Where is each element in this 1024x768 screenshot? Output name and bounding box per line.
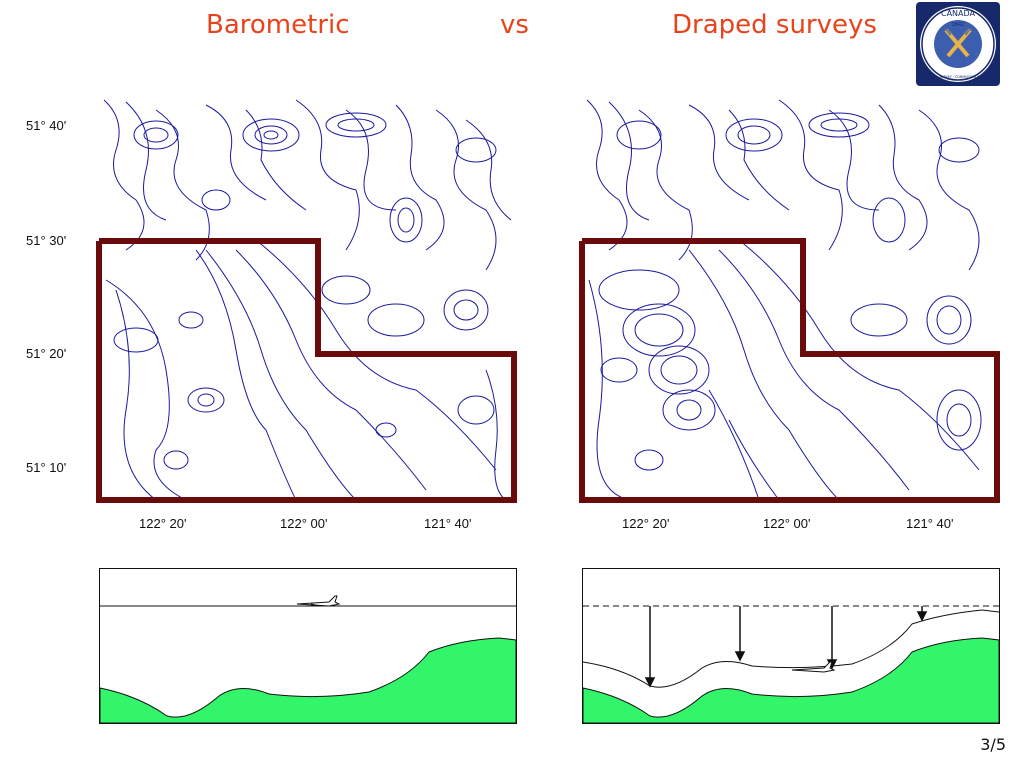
map-draped xyxy=(579,90,1001,506)
x-tick-right-1: 122° 20' xyxy=(622,516,670,531)
contour-map-barometric xyxy=(96,99,517,503)
logo-year: 1842 xyxy=(952,22,965,28)
aircraft-icon-draped xyxy=(791,661,836,673)
title-vs: vs xyxy=(500,10,529,40)
title-barometric: Barometric xyxy=(206,10,350,40)
y-tick-4: 51° 10' xyxy=(26,460,67,475)
y-tick-1: 51° 40' xyxy=(26,118,67,133)
x-tick-left-3: 121° 40' xyxy=(424,516,472,531)
profile-barometric xyxy=(99,568,517,724)
contour-map-draped xyxy=(579,99,1000,503)
y-tick-3: 51° 20' xyxy=(26,346,67,361)
x-tick-right-2: 122° 00' xyxy=(763,516,811,531)
drape-arrows xyxy=(644,606,928,688)
page-number: 3/5 xyxy=(980,735,1006,754)
terrain xyxy=(99,637,517,724)
y-tick-2: 51° 30' xyxy=(26,233,67,248)
logo-canada: CANADA xyxy=(941,9,976,18)
logo-ring-text: GEOLOGICAL SURVEY · COMMISSION GÉOLOGIQU… xyxy=(918,74,999,79)
gsc-logo: CANADA 1842 GEOLOGICAL SURVEY · COMMISSI… xyxy=(916,2,1000,86)
x-tick-left-1: 122° 20' xyxy=(139,516,187,531)
terrain-draped xyxy=(582,637,1000,724)
map-barometric xyxy=(96,90,518,506)
title-draped-surveys: Draped surveys xyxy=(672,10,877,40)
aircraft-icon xyxy=(296,595,341,607)
profile-draped xyxy=(582,568,1000,724)
x-tick-left-2: 122° 00' xyxy=(280,516,328,531)
x-tick-right-3: 121° 40' xyxy=(906,516,954,531)
